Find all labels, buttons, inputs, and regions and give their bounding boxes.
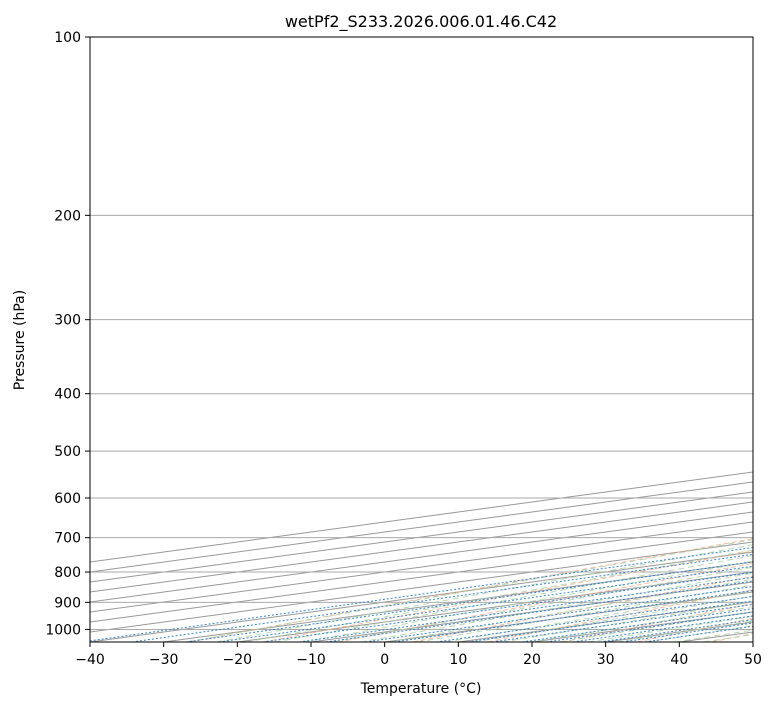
mixing-ratio-line xyxy=(492,603,753,642)
moist-adiabat-line xyxy=(360,572,753,642)
isotherm-line xyxy=(90,531,753,623)
dry-adiabat-line xyxy=(412,575,753,642)
isotherm-line xyxy=(90,521,753,613)
x-tick-label: 0 xyxy=(380,652,389,668)
y-tick-label: 300 xyxy=(54,313,81,329)
mixing-ratio-line xyxy=(394,590,753,642)
x-axis-title: Temperature (°C) xyxy=(360,681,482,697)
y-axis: 100 200 300 400 500 600 700 800 900 1000 xyxy=(45,30,90,638)
mixing-ratio-line xyxy=(522,608,753,642)
y-axis-title: Pressure (hPa) xyxy=(12,290,28,390)
x-tick-label: 30 xyxy=(597,652,615,668)
y-tick-label: 400 xyxy=(54,387,81,403)
background-lines xyxy=(90,37,753,642)
mixing-ratio-line xyxy=(436,595,753,642)
mixing-ratio-line xyxy=(131,553,753,642)
chart-title: wetPf2_S233.2026.006.01.46.C42 xyxy=(285,12,557,32)
x-tick-label: −10 xyxy=(296,652,326,668)
y-tick-label: 600 xyxy=(54,491,81,507)
y-tick-label: 800 xyxy=(54,565,81,581)
x-tick-label: −30 xyxy=(149,652,179,668)
isotherm-line xyxy=(90,511,753,603)
dry-adiabat-line xyxy=(338,562,753,642)
mixing-ratio-line xyxy=(90,546,753,642)
moist-adiabat-line xyxy=(187,539,753,642)
isotherm-line xyxy=(90,471,753,563)
y-tick-label: 900 xyxy=(54,595,81,611)
x-tick-label: 10 xyxy=(449,652,467,668)
x-axis: −40 −30 −20 −10 0 10 20 30 40 50 xyxy=(75,642,762,668)
x-tick-label: −20 xyxy=(223,652,253,668)
mixing-ratio-line xyxy=(185,561,753,642)
isotherm-line xyxy=(90,501,753,593)
y-tick-label: 700 xyxy=(54,531,81,547)
y-tick-label: 200 xyxy=(54,208,81,224)
isotherm-line xyxy=(90,491,753,583)
mixing-ratio-line xyxy=(365,585,753,642)
x-tick-label: 40 xyxy=(670,652,688,668)
y-tick-label: 1000 xyxy=(45,622,81,638)
mixing-ratio-line xyxy=(467,600,753,642)
y-tick-label: 100 xyxy=(54,30,81,46)
moist-adiabat-line xyxy=(216,544,753,642)
x-tick-label: 20 xyxy=(523,652,541,668)
dry-adiabat-line xyxy=(487,589,753,642)
dry-adiabat-line xyxy=(263,550,753,642)
x-tick-label: 50 xyxy=(744,652,762,668)
isotherm-line xyxy=(90,481,753,573)
x-tick-label: −40 xyxy=(75,652,105,668)
moist-adiabat-line xyxy=(417,584,753,642)
y-tick-label: 500 xyxy=(54,444,81,460)
moist-adiabat-line xyxy=(331,566,753,642)
plot-frame xyxy=(89,36,754,643)
